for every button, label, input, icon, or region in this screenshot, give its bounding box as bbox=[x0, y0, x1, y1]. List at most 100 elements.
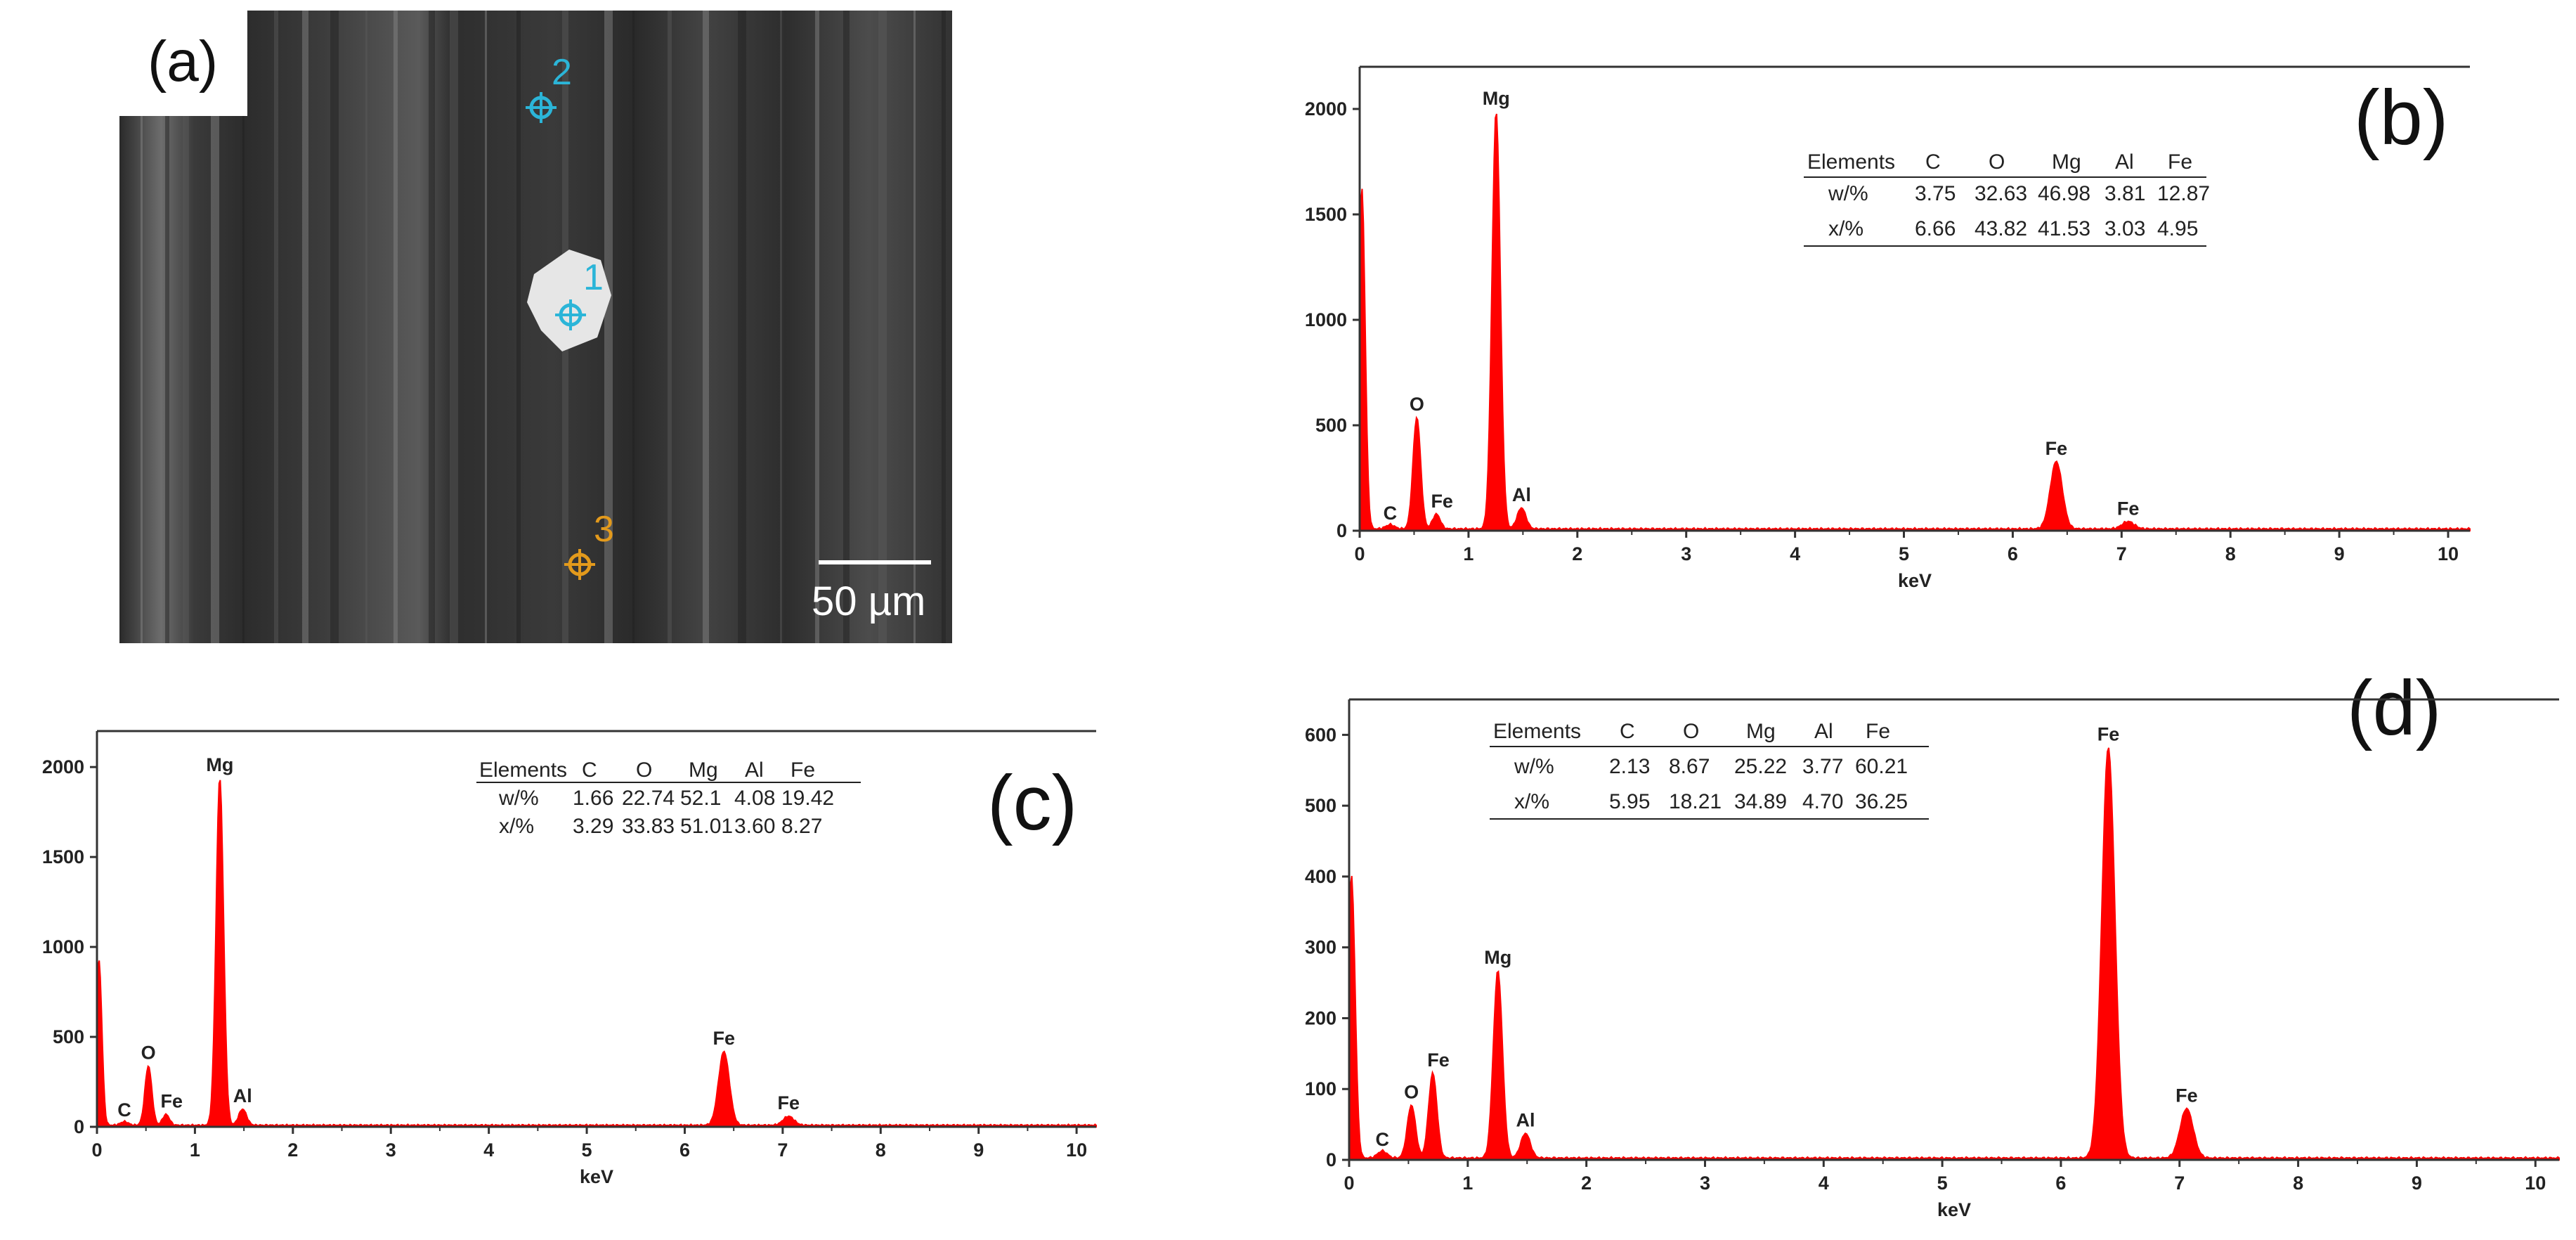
x-tick-label-d-4: 4 bbox=[1819, 1173, 1829, 1194]
table-d-row1-mg: 25.22 bbox=[1734, 755, 1787, 778]
peak-label-c-o-2: O bbox=[141, 1042, 156, 1064]
table-b-header-o: O bbox=[1989, 150, 2005, 174]
x-tick-label-d-10: 10 bbox=[2525, 1173, 2546, 1194]
table-d-row1-al: 3.77 bbox=[1802, 755, 1843, 778]
x-tick-label-c-5: 5 bbox=[582, 1139, 592, 1161]
panel-a-label: (a) bbox=[148, 30, 218, 93]
y-tick-label-b-2000: 2000 bbox=[1305, 98, 1347, 120]
table-b-header-fe: Fe bbox=[2168, 150, 2192, 174]
eds-spectrum-b: (b) Elements C O Mg Al Fe w/% 3.75 32.63… bbox=[1251, 28, 2572, 633]
table-c-row2-label: x/% bbox=[499, 815, 534, 838]
eds-chart-d: (d) Elements C O Mg Al Fe w/% 2.13 8.67 … bbox=[1305, 665, 2560, 1220]
x-axis-label-d: keV bbox=[1937, 1199, 1971, 1220]
scale-bar-label: 50 µm bbox=[812, 579, 925, 624]
table-b-row2-fe: 4.95 bbox=[2157, 217, 2198, 240]
point-label-1: 1 bbox=[583, 257, 604, 298]
table-c-row1-o: 22.74 bbox=[622, 787, 675, 810]
x-tick-label-d-6: 6 bbox=[2055, 1173, 2066, 1194]
peak-label-d-o-2: O bbox=[1404, 1081, 1419, 1102]
table-b-header-elements: Elements bbox=[1807, 150, 1895, 174]
x-tick-label-d-0: 0 bbox=[1344, 1173, 1354, 1194]
y-tick-label-d-100: 100 bbox=[1305, 1078, 1336, 1099]
peak-label-d-fe-3: Fe bbox=[1427, 1050, 1450, 1071]
table-c-header-al: Al bbox=[745, 758, 764, 782]
peak-label-c-c-1: C bbox=[117, 1099, 131, 1120]
table-c-row1-label: w/% bbox=[498, 787, 539, 810]
peak-label-d-fe-6: Fe bbox=[2097, 724, 2120, 745]
x-tick-label-b-9: 9 bbox=[2334, 543, 2345, 564]
peak-label-d-mg-4: Mg bbox=[1484, 947, 1511, 968]
table-c-row1-mg: 52.1 bbox=[680, 787, 721, 810]
y-tick-label-b-1000: 1000 bbox=[1305, 309, 1347, 330]
peak-label-d-fe-7: Fe bbox=[2175, 1085, 2198, 1106]
table-c-row2-al: 3.60 bbox=[734, 815, 775, 838]
x-tick-label-d-8: 8 bbox=[2293, 1173, 2303, 1194]
sem-image-panel: (a) 1 2 3 50 µm bbox=[0, 0, 957, 643]
eds-chart-b: (b) Elements C O Mg Al Fe w/% 3.75 32.63… bbox=[1305, 65, 2471, 591]
table-c-row1-c: 1.66 bbox=[573, 787, 613, 810]
x-tick-label-b-8: 8 bbox=[2225, 543, 2236, 564]
table-d-row2-mg: 34.89 bbox=[1734, 790, 1787, 813]
y-tick-label-c-1500: 1500 bbox=[42, 846, 84, 867]
point-label-2: 2 bbox=[552, 52, 572, 93]
x-tick-label-d-3: 3 bbox=[1700, 1173, 1710, 1194]
x-tick-label-c-3: 3 bbox=[386, 1139, 396, 1161]
peak-label-c-mg-4: Mg bbox=[206, 754, 233, 775]
x-tick-label-d-9: 9 bbox=[2412, 1173, 2422, 1194]
table-c-header-o: O bbox=[636, 758, 652, 782]
table-c-header-mg: Mg bbox=[689, 758, 718, 782]
x-tick-label-d-2: 2 bbox=[1581, 1173, 1592, 1194]
table-d-row2-c: 5.95 bbox=[1609, 790, 1650, 813]
spectrum-c bbox=[96, 780, 1097, 1128]
panel-c-label: (c) bbox=[987, 760, 1077, 846]
x-tick-label-b-5: 5 bbox=[1899, 543, 1909, 564]
peak-label-c-al-5: Al bbox=[233, 1085, 252, 1106]
y-tick-label-d-0: 0 bbox=[1326, 1149, 1336, 1170]
table-b-row2-mg: 41.53 bbox=[2038, 217, 2090, 240]
x-tick-label-b-6: 6 bbox=[2008, 543, 2018, 564]
table-b-row1-mg: 46.98 bbox=[2038, 182, 2090, 205]
point-label-3: 3 bbox=[594, 509, 614, 550]
peak-label-b-mg-4: Mg bbox=[1483, 88, 1510, 109]
table-b-header-c: C bbox=[1925, 150, 1941, 174]
x-tick-label-c-0: 0 bbox=[91, 1139, 102, 1161]
panel-a-label-box bbox=[0, 0, 247, 116]
table-b-header-al: Al bbox=[2115, 150, 2134, 174]
y-tick-label-b-0: 0 bbox=[1336, 520, 1347, 541]
table-c-row1-al: 4.08 bbox=[734, 787, 775, 810]
eds-chart-c: (c) Elements C O Mg Al Fe w/% 1.66 22.74… bbox=[42, 730, 1097, 1187]
table-b-row2-al: 3.03 bbox=[2105, 217, 2145, 240]
y-tick-label-c-1000: 1000 bbox=[42, 936, 84, 957]
table-c-row1-fe: 19.42 bbox=[781, 787, 834, 810]
x-tick-label-d-7: 7 bbox=[2174, 1173, 2185, 1194]
x-tick-label-d-1: 1 bbox=[1462, 1173, 1473, 1194]
table-d-header-o: O bbox=[1683, 720, 1699, 743]
table-d-row2-label: x/% bbox=[1514, 790, 1549, 813]
sem-micrograph: (a) 1 2 3 50 µm bbox=[0, 0, 952, 643]
point-marker-2: 2 bbox=[526, 52, 572, 123]
table-c-header-c: C bbox=[582, 758, 597, 782]
panel-d-label: (d) bbox=[2347, 665, 2441, 751]
x-tick-label-c-1: 1 bbox=[190, 1139, 200, 1161]
x-tick-label-b-0: 0 bbox=[1354, 543, 1365, 564]
y-tick-label-b-1500: 1500 bbox=[1305, 204, 1347, 225]
y-tick-label-d-300: 300 bbox=[1305, 937, 1336, 958]
table-d-header-al: Al bbox=[1814, 720, 1833, 743]
x-tick-label-d-5: 5 bbox=[1937, 1173, 1948, 1194]
peak-label-c-fe-7: Fe bbox=[777, 1092, 800, 1113]
peak-label-b-fe-7: Fe bbox=[2117, 498, 2140, 519]
y-tick-label-c-2000: 2000 bbox=[42, 756, 84, 777]
x-tick-label-c-10: 10 bbox=[1066, 1139, 1087, 1161]
table-d-row2-fe: 36.25 bbox=[1855, 790, 1908, 813]
table-b-row2-label: x/% bbox=[1828, 217, 1863, 240]
x-tick-label-c-8: 8 bbox=[876, 1139, 886, 1161]
peak-label-b-c-1: C bbox=[1384, 503, 1398, 524]
x-tick-label-c-2: 2 bbox=[287, 1139, 298, 1161]
sem-surface-streaks bbox=[141, 11, 946, 643]
peak-label-d-al-5: Al bbox=[1516, 1110, 1535, 1131]
x-tick-label-b-10: 10 bbox=[2438, 543, 2459, 564]
table-b-row1-c: 3.75 bbox=[1915, 182, 1956, 205]
x-tick-label-c-7: 7 bbox=[777, 1139, 788, 1161]
peak-label-b-al-5: Al bbox=[1512, 484, 1531, 505]
y-tick-label-d-400: 400 bbox=[1305, 866, 1336, 887]
